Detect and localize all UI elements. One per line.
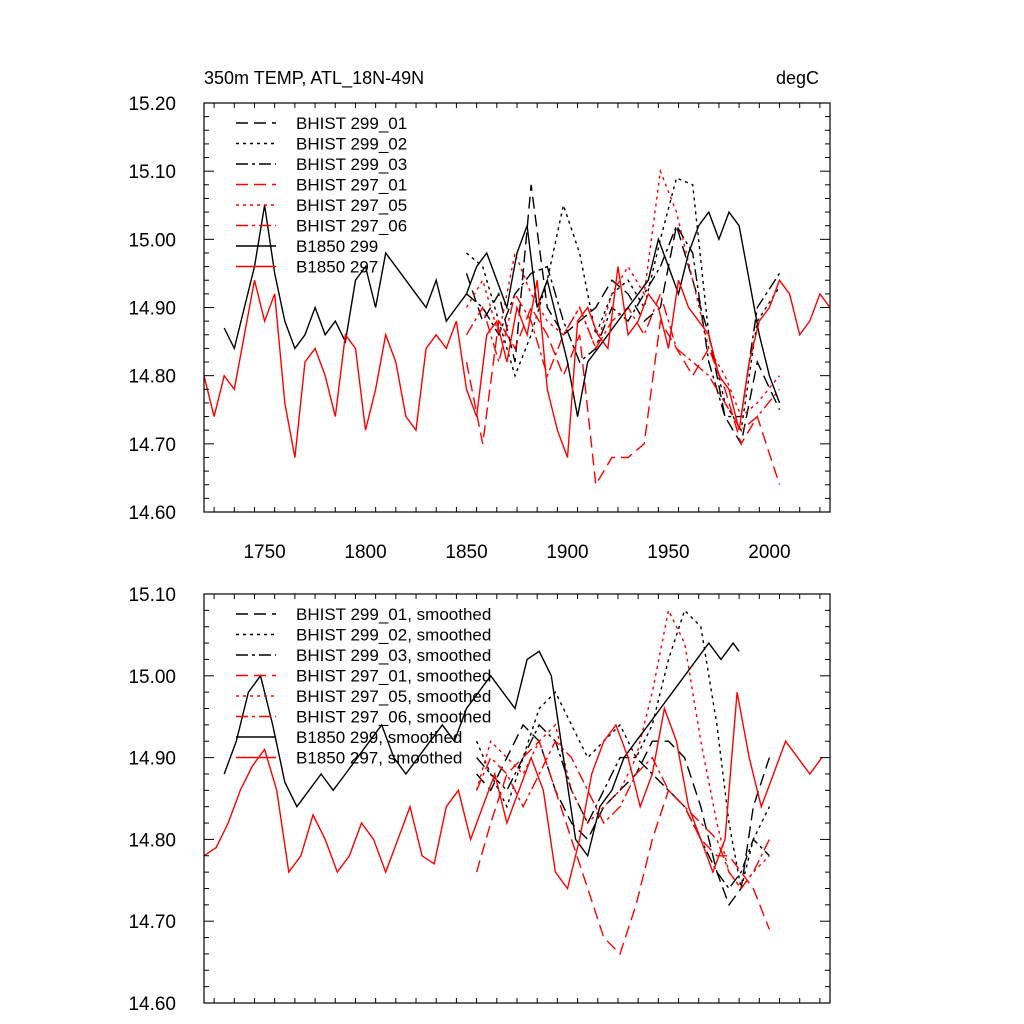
series-line-7 (204, 266, 830, 458)
series-line-4 (465, 168, 781, 418)
series-line-6 (223, 205, 781, 417)
legend-label-6: B1850 299, smoothed (296, 728, 462, 747)
x-tick-label: 1900 (546, 542, 588, 563)
series-line-6 (223, 641, 740, 858)
legend-label-2: BHIST 299_03 (296, 155, 407, 174)
legend-label-3: BHIST 297_01 (296, 176, 407, 195)
y-tick-label: 14.70 (128, 912, 176, 933)
x-tick-label: 1950 (647, 542, 689, 563)
series-line-7 (204, 692, 823, 891)
y-tick-label: 15.00 (128, 230, 176, 251)
legend-label-7: B1850 297 (296, 258, 378, 277)
x-tick-label: 1800 (344, 542, 386, 563)
legend-label-5: BHIST 297_06, smoothed (296, 708, 491, 727)
y-tick-label: 15.20 (128, 94, 176, 115)
legend-label-1: BHIST 299_02, smoothed (296, 626, 491, 645)
top-panel: 14.60 14.70 14.80 14.90 15.00 15.10 15.20 1750 1… (128, 94, 831, 563)
y-tick-label: 14.80 (128, 830, 176, 851)
y-tick-label: 15.10 (128, 162, 176, 183)
legend-label-3: BHIST 297_01, smoothed (296, 667, 491, 686)
legend-label-2: BHIST 299_03, smoothed (296, 646, 491, 665)
y-tick-label: 14.90 (128, 299, 176, 320)
y-tick-label: 15.00 (128, 667, 176, 688)
panel-title: 350m TEMP, ATL_18N-49N (204, 68, 424, 89)
y-tick-label: 14.60 (128, 994, 176, 1015)
series-line-4 (475, 608, 770, 890)
legend-label-5: BHIST 297_06 (296, 217, 407, 236)
series-line-5 (465, 291, 781, 432)
y-tick-label: 14.80 (128, 367, 176, 388)
legend-label-0: BHIST 299_01 (296, 114, 407, 133)
series-line-5 (475, 740, 771, 890)
legend-label-0: BHIST 299_01, smoothed (296, 605, 491, 624)
x-tick-label: 2000 (748, 542, 790, 563)
x-tick-label: 1850 (445, 542, 487, 563)
series-line-0 (476, 723, 771, 907)
series-line-1 (475, 609, 771, 889)
x-tick-label: 1750 (243, 542, 285, 563)
series-line-3 (475, 739, 771, 956)
series-line-0 (465, 184, 781, 446)
series-line-1 (466, 177, 781, 433)
y-tick-label: 15.10 (128, 585, 176, 606)
bottom-panel: 14.60 14.70 14.80 14.90 15.00 15.10 BHIST 299_… (128, 585, 831, 1015)
y-tick-label: 14.70 (128, 435, 176, 456)
legend-label-4: BHIST 297_05 (296, 196, 407, 215)
units-label: degC (776, 68, 819, 88)
legend-label-4: BHIST 297_05, smoothed (296, 687, 491, 706)
series-line-2 (466, 224, 781, 418)
legend-label-7: B1850 297, smoothed (296, 749, 462, 768)
y-tick-label: 14.90 (128, 749, 176, 770)
legend-label-1: BHIST 299_02 (296, 135, 407, 154)
y-tick-label: 14.60 (128, 503, 176, 524)
legend-label-6: B1850 299 (296, 237, 378, 256)
